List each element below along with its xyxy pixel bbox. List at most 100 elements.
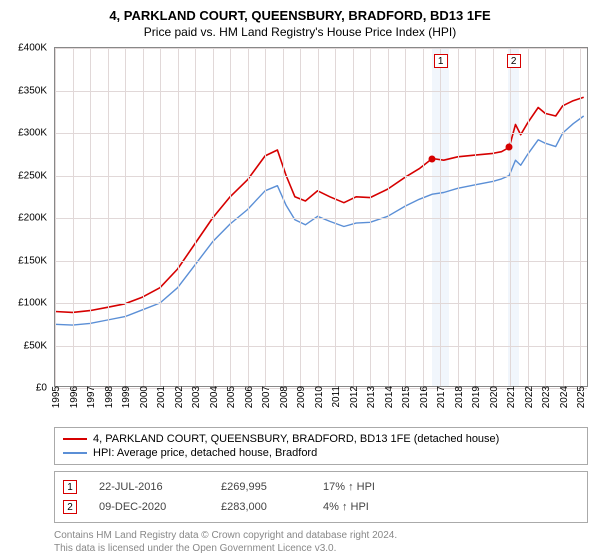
gridline-v bbox=[248, 48, 249, 386]
gridline-v bbox=[370, 48, 371, 386]
x-axis-label: 2002 bbox=[174, 386, 185, 408]
sale-marker-icon: 2 bbox=[63, 500, 77, 514]
x-axis-label: 1998 bbox=[104, 386, 115, 408]
x-axis-label: 2025 bbox=[576, 386, 587, 408]
chart-title: 4, PARKLAND COURT, QUEENSBURY, BRADFORD,… bbox=[12, 8, 588, 23]
x-axis-label: 2007 bbox=[261, 386, 272, 408]
x-axis-label: 1996 bbox=[69, 386, 80, 408]
sale-date: 09-DEC-2020 bbox=[99, 501, 199, 513]
gridline-v bbox=[230, 48, 231, 386]
gridline-v bbox=[178, 48, 179, 386]
y-axis-label: £50K bbox=[24, 340, 47, 351]
series-hpi bbox=[55, 116, 584, 325]
gridline-v bbox=[143, 48, 144, 386]
x-axis-label: 2003 bbox=[191, 386, 202, 408]
x-axis-label: 2011 bbox=[331, 386, 342, 408]
x-axis-label: 2000 bbox=[139, 386, 150, 408]
x-axis-label: 2010 bbox=[314, 386, 325, 408]
gridline-v bbox=[90, 48, 91, 386]
legend-swatch bbox=[63, 438, 87, 440]
gridline-h bbox=[55, 346, 587, 347]
sale-price: £283,000 bbox=[221, 501, 301, 513]
gridline-v bbox=[388, 48, 389, 386]
gridline-v bbox=[405, 48, 406, 386]
sale-date: 22-JUL-2016 bbox=[99, 481, 199, 493]
x-axis-label: 2006 bbox=[244, 386, 255, 408]
gridline-v bbox=[213, 48, 214, 386]
gridline-h bbox=[55, 48, 587, 49]
legend-label: 4, PARKLAND COURT, QUEENSBURY, BRADFORD,… bbox=[93, 433, 499, 445]
x-axis-label: 1995 bbox=[51, 386, 62, 408]
gridline-v bbox=[510, 48, 511, 386]
x-axis-label: 2013 bbox=[366, 386, 377, 408]
gridline-v bbox=[458, 48, 459, 386]
sale-price: £269,995 bbox=[221, 481, 301, 493]
x-axis-label: 2022 bbox=[524, 386, 535, 408]
y-axis-label: £400K bbox=[18, 43, 47, 54]
x-axis-label: 2008 bbox=[279, 386, 290, 408]
legend-swatch bbox=[63, 452, 87, 454]
gridline-v bbox=[475, 48, 476, 386]
footnote-line: This data is licensed under the Open Gov… bbox=[54, 542, 588, 555]
gridline-v bbox=[195, 48, 196, 386]
y-axis-label: £200K bbox=[18, 213, 47, 224]
gridline-v bbox=[160, 48, 161, 386]
band-label: 1 bbox=[434, 54, 448, 68]
gridline-h bbox=[55, 303, 587, 304]
sale-hpi: 4% ↑ HPI bbox=[323, 501, 403, 513]
x-axis-label: 2023 bbox=[541, 386, 552, 408]
gridline-v bbox=[580, 48, 581, 386]
x-axis-label: 2018 bbox=[454, 386, 465, 408]
chart-subtitle: Price paid vs. HM Land Registry's House … bbox=[12, 25, 588, 39]
x-axis-label: 2014 bbox=[384, 386, 395, 408]
y-axis-label: £250K bbox=[18, 170, 47, 181]
gridline-v bbox=[545, 48, 546, 386]
x-axis-label: 2020 bbox=[489, 386, 500, 408]
legend: 4, PARKLAND COURT, QUEENSBURY, BRADFORD,… bbox=[54, 427, 588, 465]
x-axis-label: 2009 bbox=[296, 386, 307, 408]
y-axis-label: £0 bbox=[36, 383, 47, 394]
gridline-v bbox=[318, 48, 319, 386]
sale-row: 2 09-DEC-2020 £283,000 4% ↑ HPI bbox=[63, 497, 579, 517]
x-axis-label: 2012 bbox=[349, 386, 360, 408]
x-axis-label: 1997 bbox=[86, 386, 97, 408]
gridline-v bbox=[563, 48, 564, 386]
x-axis-label: 2005 bbox=[226, 386, 237, 408]
gridline-v bbox=[265, 48, 266, 386]
gridline-h bbox=[55, 91, 587, 92]
y-axis-label: £150K bbox=[18, 255, 47, 266]
x-axis-label: 2004 bbox=[209, 386, 220, 408]
gridline-v bbox=[108, 48, 109, 386]
sale-marker-dot bbox=[506, 144, 513, 151]
gridline-v bbox=[353, 48, 354, 386]
x-axis-label: 2017 bbox=[436, 386, 447, 408]
gridline-h bbox=[55, 261, 587, 262]
gridline-v bbox=[440, 48, 441, 386]
gridline-h bbox=[55, 218, 587, 219]
x-axis-label: 1999 bbox=[121, 386, 132, 408]
x-axis-label: 2015 bbox=[401, 386, 412, 408]
sale-hpi: 17% ↑ HPI bbox=[323, 481, 403, 493]
sales-table: 1 22-JUL-2016 £269,995 17% ↑ HPI 2 09-DEC-202… bbox=[54, 471, 588, 523]
plot-area: £0£50K£100K£150K£200K£250K£300K£350K£400… bbox=[54, 47, 588, 387]
gridline-v bbox=[528, 48, 529, 386]
sale-marker-icon: 1 bbox=[63, 480, 77, 494]
gridline-v bbox=[493, 48, 494, 386]
gridline-v bbox=[335, 48, 336, 386]
legend-label: HPI: Average price, detached house, Brad… bbox=[93, 447, 317, 459]
gridline-v bbox=[55, 48, 56, 386]
gridline-v bbox=[125, 48, 126, 386]
x-axis-label: 2024 bbox=[559, 386, 570, 408]
x-axis-label: 2016 bbox=[419, 386, 430, 408]
x-axis-label: 2019 bbox=[471, 386, 482, 408]
legend-item: 4, PARKLAND COURT, QUEENSBURY, BRADFORD,… bbox=[63, 432, 579, 446]
x-axis-label: 2021 bbox=[506, 386, 517, 408]
x-axis-label: 2001 bbox=[156, 386, 167, 408]
sale-marker-dot bbox=[429, 155, 436, 162]
chart-container: 4, PARKLAND COURT, QUEENSBURY, BRADFORD,… bbox=[0, 0, 600, 560]
gridline-h bbox=[55, 176, 587, 177]
sale-row: 1 22-JUL-2016 £269,995 17% ↑ HPI bbox=[63, 477, 579, 497]
gridline-v bbox=[283, 48, 284, 386]
footnote: Contains HM Land Registry data © Crown c… bbox=[54, 529, 588, 555]
gridline-v bbox=[73, 48, 74, 386]
